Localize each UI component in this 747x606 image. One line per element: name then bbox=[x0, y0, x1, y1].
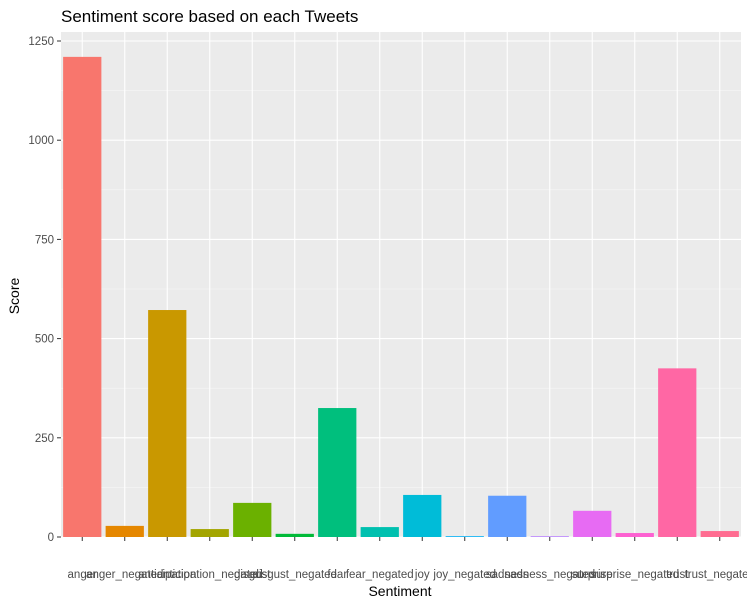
x-axis-title: Sentiment bbox=[368, 583, 431, 599]
bar-anger-negated bbox=[105, 525, 144, 537]
bar-sadness bbox=[488, 495, 527, 537]
x-tick-label: trust bbox=[666, 569, 689, 581]
bar-anticipation bbox=[148, 310, 187, 537]
bar-fear bbox=[318, 408, 357, 537]
y-tick-label: 1000 bbox=[28, 135, 54, 147]
y-axis: 0 250 500 750 1000 1250 bbox=[28, 36, 61, 544]
x-tick-label: sadness_negated bbox=[504, 569, 595, 581]
bar-anger bbox=[63, 56, 102, 537]
bar-disgust bbox=[233, 502, 272, 537]
x-tick-label: fear bbox=[327, 569, 347, 581]
bar-disgust-negated bbox=[275, 533, 314, 537]
x-tick-label: disgust_negated bbox=[253, 569, 337, 581]
x-tick-label: trust_negated bbox=[685, 569, 747, 581]
y-tick-label: 250 bbox=[35, 433, 54, 445]
x-tick-label: joy bbox=[414, 569, 430, 581]
bar-sadness-negated bbox=[530, 536, 569, 537]
x-tick-label: surprise_negated bbox=[590, 569, 679, 581]
x-tick-label: anticipation_negated bbox=[157, 569, 263, 581]
bar-joy bbox=[403, 494, 442, 537]
x-tick-label: surprise bbox=[572, 569, 613, 581]
bar-trust-negated bbox=[700, 531, 739, 537]
y-tick-label: 0 bbox=[48, 532, 54, 544]
x-tick-label: sadness bbox=[486, 569, 529, 581]
bar-surprise bbox=[573, 510, 612, 537]
x-tick-label: joy_negated bbox=[432, 569, 496, 581]
chart-title: Sentiment score based on each Tweets bbox=[61, 7, 358, 26]
x-tick-label: fear_negated bbox=[346, 569, 414, 581]
x-tick-label: anticipation bbox=[138, 569, 196, 581]
bar-joy-negated bbox=[445, 536, 484, 537]
bar-trust bbox=[658, 368, 697, 537]
y-tick-label: 750 bbox=[35, 234, 54, 246]
x-tick-label: anger bbox=[68, 569, 98, 581]
x-axis: angeranger_negatedanticipationanticipati… bbox=[68, 537, 747, 581]
y-tick-label: 1250 bbox=[28, 36, 54, 48]
bar-fear-negated bbox=[360, 527, 399, 537]
y-tick-label: 500 bbox=[35, 334, 54, 346]
bars bbox=[63, 56, 739, 537]
bar-anticipation-negated bbox=[190, 529, 229, 537]
x-tick-label: anger_negated bbox=[86, 569, 163, 581]
bar-surprise-negated bbox=[615, 533, 654, 537]
y-axis-title: Score bbox=[6, 278, 22, 315]
x-tick-label: disgust bbox=[234, 569, 271, 581]
